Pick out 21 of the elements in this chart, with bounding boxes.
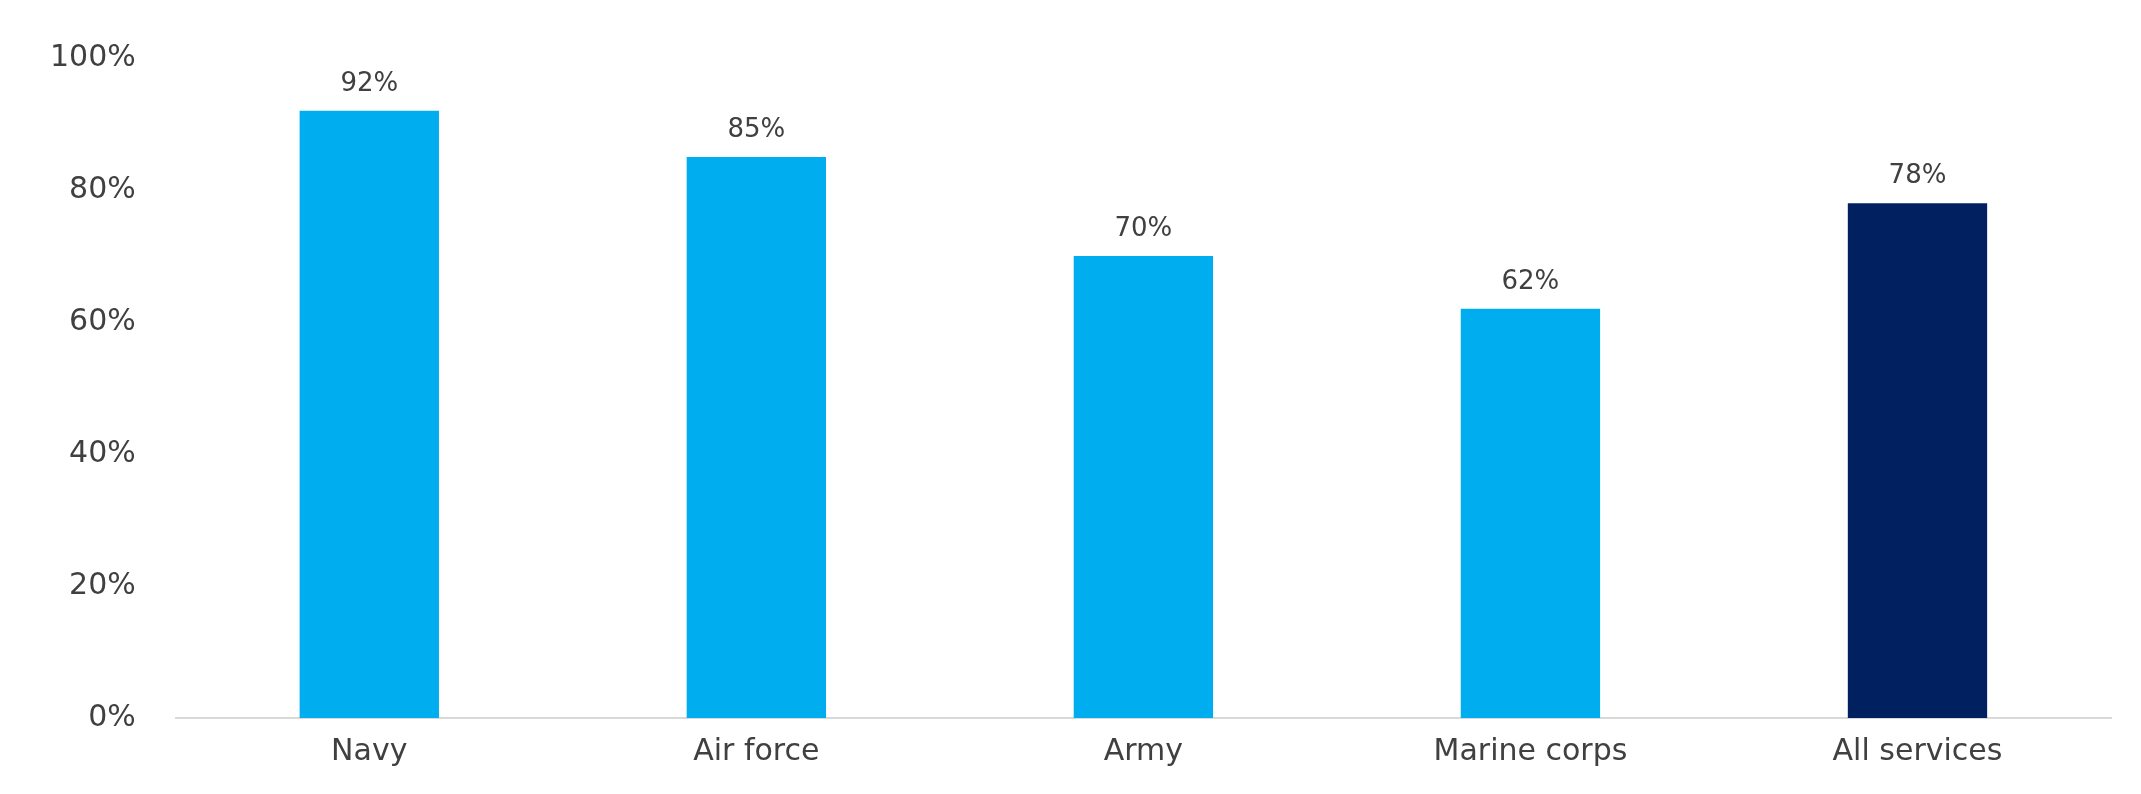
- y-tick-label: 60%: [69, 301, 136, 337]
- y-tick-label: 100%: [49, 37, 136, 73]
- x-tick-label: Air force: [693, 731, 820, 767]
- bar: [1073, 256, 1214, 718]
- y-tick-label: 80%: [69, 169, 136, 205]
- y-tick-label: 40%: [69, 433, 136, 469]
- bar: [1847, 203, 1988, 718]
- data-label: 70%: [1114, 211, 1173, 242]
- x-tick-label: Army: [1103, 731, 1184, 767]
- x-tick-label: Navy: [331, 731, 408, 767]
- y-tick-label: 20%: [69, 565, 136, 601]
- bar: [299, 110, 439, 718]
- bar: [1460, 308, 1601, 718]
- x-tick-label: All services: [1832, 731, 2003, 767]
- data-label: 92%: [340, 66, 399, 97]
- data-label: 62%: [1501, 264, 1560, 295]
- bar: [686, 157, 827, 718]
- data-label: 78%: [1888, 158, 1947, 189]
- x-tick-label: Marine corps: [1433, 731, 1628, 767]
- data-label: 85%: [727, 112, 786, 143]
- y-tick-label: 0%: [88, 697, 136, 733]
